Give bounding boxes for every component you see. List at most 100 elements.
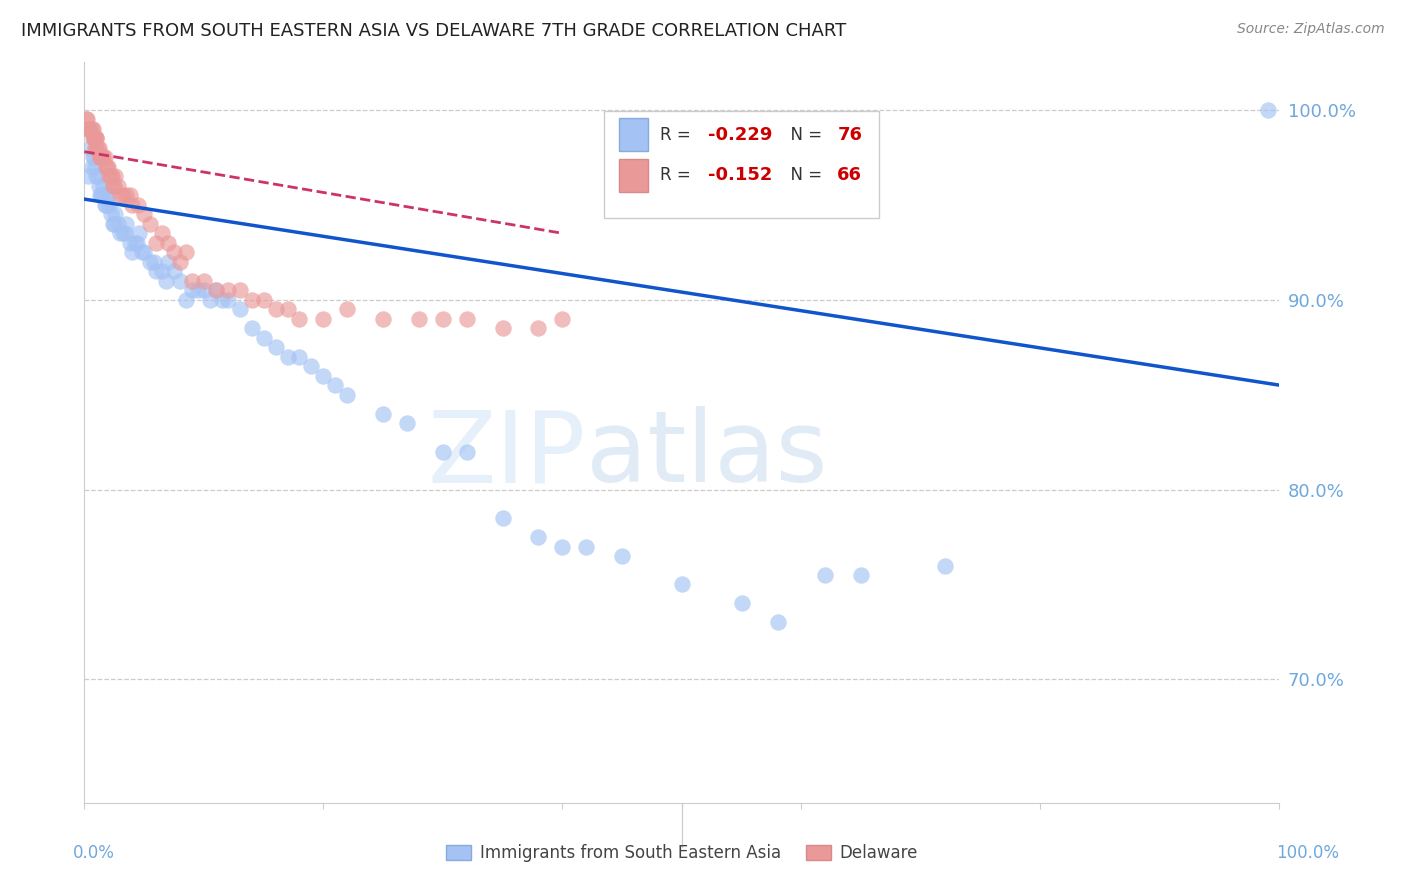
FancyBboxPatch shape	[605, 111, 879, 218]
Point	[127, 198, 149, 212]
Point	[150, 264, 173, 278]
Point	[217, 293, 239, 307]
Point	[84, 141, 107, 155]
Point	[187, 283, 209, 297]
Point	[82, 150, 104, 164]
Point	[87, 141, 110, 155]
Bar	[619, 159, 648, 192]
Point	[934, 558, 956, 573]
Text: 76: 76	[838, 126, 862, 144]
Point	[277, 302, 299, 317]
Point	[492, 321, 515, 335]
Point	[163, 264, 186, 278]
Point	[851, 568, 873, 582]
Text: Source: ZipAtlas.com: Source: ZipAtlas.com	[1237, 22, 1385, 37]
Point	[131, 245, 153, 260]
Point	[101, 169, 124, 184]
Point	[80, 160, 103, 174]
Point	[205, 283, 228, 297]
Point	[288, 350, 311, 364]
Point	[79, 141, 101, 155]
Point	[174, 293, 197, 307]
Point	[97, 188, 120, 202]
Text: 0.0%: 0.0%	[73, 844, 114, 862]
Point	[111, 188, 134, 202]
Point	[115, 188, 138, 202]
Point	[83, 131, 105, 145]
Point	[766, 615, 789, 630]
Text: N =: N =	[780, 126, 827, 144]
Point	[142, 254, 165, 268]
Point	[101, 178, 124, 193]
Point	[240, 321, 263, 335]
Point	[87, 178, 110, 193]
Point	[169, 274, 191, 288]
Point	[100, 169, 122, 184]
Point	[89, 150, 111, 164]
Point	[114, 227, 136, 241]
Point	[115, 217, 138, 231]
Point	[373, 311, 395, 326]
Point	[94, 198, 117, 212]
Point	[456, 311, 478, 326]
Point	[551, 311, 574, 326]
Text: ZIP: ZIP	[427, 407, 586, 503]
Point	[86, 131, 108, 145]
Point	[312, 368, 335, 383]
Point	[125, 235, 148, 250]
Point	[731, 597, 754, 611]
Point	[198, 293, 221, 307]
Point	[551, 540, 574, 554]
Point	[96, 160, 118, 174]
Point	[103, 178, 125, 193]
Text: 66: 66	[838, 166, 862, 185]
Point	[139, 254, 162, 268]
Point	[97, 160, 120, 174]
Text: N =: N =	[780, 166, 827, 185]
Legend: Immigrants from South Eastern Asia, Delaware: Immigrants from South Eastern Asia, Dela…	[440, 838, 924, 869]
Point	[96, 188, 118, 202]
Point	[84, 131, 107, 145]
Point	[575, 540, 598, 554]
Text: -0.152: -0.152	[709, 166, 772, 185]
Point	[124, 235, 146, 250]
Point	[277, 350, 299, 364]
Point	[408, 311, 430, 326]
Point	[90, 150, 112, 164]
Point	[79, 121, 101, 136]
Point	[240, 293, 263, 307]
Point	[91, 150, 114, 164]
Point	[814, 568, 837, 582]
Point	[181, 283, 204, 297]
Point	[101, 217, 124, 231]
Point	[193, 283, 215, 297]
Point	[527, 321, 550, 335]
Point	[118, 235, 141, 250]
Point	[77, 169, 100, 184]
Point	[110, 227, 132, 241]
Point	[181, 274, 204, 288]
Point	[229, 283, 252, 297]
Point	[132, 245, 156, 260]
Point	[83, 131, 105, 145]
Point	[288, 311, 311, 326]
Point	[264, 340, 287, 354]
Point	[139, 217, 162, 231]
Point	[527, 530, 550, 544]
Point	[89, 150, 111, 164]
Point	[1257, 103, 1279, 117]
Point	[217, 283, 239, 297]
Point	[253, 293, 276, 307]
Point	[145, 235, 167, 250]
Point	[396, 416, 419, 430]
Point	[93, 150, 115, 164]
Point	[118, 188, 141, 202]
Point	[110, 188, 132, 202]
Point	[76, 112, 98, 127]
Point	[93, 178, 115, 193]
Point	[373, 407, 395, 421]
Point	[432, 444, 454, 458]
Point	[264, 302, 287, 317]
Point	[336, 387, 359, 401]
Y-axis label: 7th Grade: 7th Grade	[0, 394, 7, 471]
